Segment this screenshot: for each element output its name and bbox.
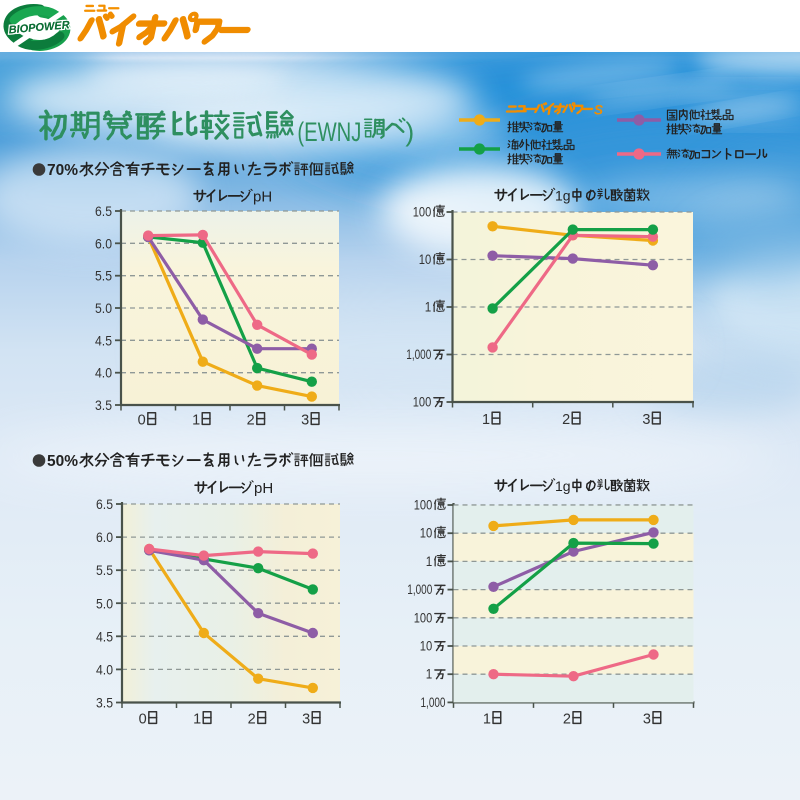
svg-text:6.0: 6.0 [95, 235, 112, 251]
svg-text:2: 2 [563, 712, 571, 728]
svg-text:100: 100 [414, 498, 433, 513]
svg-text:100: 100 [414, 610, 433, 625]
svg-text:3: 3 [642, 412, 650, 428]
svg-text:1: 1 [192, 413, 200, 429]
svg-text:S: S [594, 103, 603, 118]
svg-text:5.0: 5.0 [96, 595, 113, 611]
svg-text:2: 2 [247, 413, 255, 429]
svg-text:0: 0 [138, 413, 146, 429]
svg-text:100: 100 [413, 395, 432, 410]
svg-text:6.0: 6.0 [96, 529, 113, 545]
svg-text:1g: 1g [555, 478, 571, 494]
svg-text:3: 3 [643, 712, 651, 728]
svg-text:6.5: 6.5 [96, 496, 113, 512]
svg-text:5.5: 5.5 [95, 268, 112, 284]
svg-text:1,000: 1,000 [406, 347, 431, 362]
svg-text:1,000: 1,000 [421, 695, 446, 710]
svg-text:6.5: 6.5 [95, 203, 112, 219]
svg-text:10: 10 [420, 639, 433, 654]
svg-text:(EWNJ: (EWNJ [297, 117, 361, 147]
svg-text:2: 2 [562, 412, 570, 428]
svg-text:4.0: 4.0 [96, 661, 113, 677]
svg-text:1g: 1g [555, 188, 571, 204]
svg-text:3.5: 3.5 [95, 397, 112, 413]
svg-text:0: 0 [139, 712, 147, 728]
svg-text:10: 10 [419, 252, 432, 267]
svg-text:pH: pH [254, 480, 273, 497]
svg-text:1: 1 [426, 554, 433, 569]
svg-text:4.0: 4.0 [95, 365, 112, 381]
svg-text:pH: pH [253, 189, 272, 206]
svg-text:1: 1 [483, 712, 491, 728]
svg-text:5.5: 5.5 [96, 562, 113, 578]
svg-text:1: 1 [482, 412, 490, 428]
svg-text:): ) [405, 117, 414, 147]
svg-text:100: 100 [413, 205, 432, 220]
svg-text:3: 3 [301, 413, 309, 429]
svg-text:4.5: 4.5 [96, 628, 113, 644]
svg-text:3.5: 3.5 [96, 695, 113, 711]
svg-text:1,000: 1,000 [407, 582, 432, 597]
svg-text:1: 1 [193, 712, 201, 728]
svg-text:5.0: 5.0 [95, 300, 112, 316]
svg-text:2: 2 [248, 712, 256, 728]
svg-text:50%: 50% [47, 453, 78, 470]
svg-text:10: 10 [420, 526, 433, 541]
svg-text:1: 1 [426, 667, 433, 682]
svg-text:3: 3 [302, 712, 310, 728]
svg-text:70%: 70% [47, 162, 78, 179]
svg-text:BIOPOWER: BIOPOWER [8, 19, 70, 36]
svg-text:4.5: 4.5 [95, 332, 112, 348]
svg-text:1: 1 [425, 300, 432, 315]
